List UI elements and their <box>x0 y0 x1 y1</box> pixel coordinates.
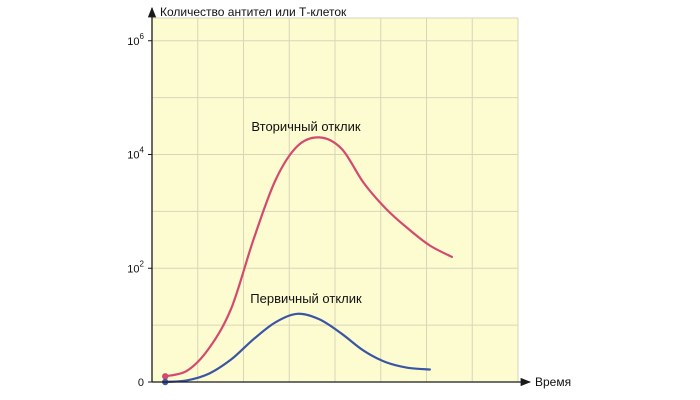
y-axis-title: Количество антител или Т-клеток <box>160 5 347 19</box>
y-tick-label: 102 <box>127 259 144 275</box>
series-label-secondary: Вторичный отклик <box>251 119 361 134</box>
series-line-primary <box>164 312 431 384</box>
y-tick-label: 106 <box>127 32 144 48</box>
series-lines <box>164 136 453 384</box>
y-axis-ticks: 0 102 104 106 <box>127 32 152 389</box>
series-line-secondary <box>164 136 453 378</box>
series-start-marker-secondary <box>162 373 169 380</box>
y-tick-label: 104 <box>127 146 144 162</box>
y-tick-label: 0 <box>138 377 144 389</box>
x-axis-title: Время <box>535 375 571 389</box>
grid <box>152 17 519 382</box>
series-label-primary: Первичный отклик <box>250 291 362 306</box>
